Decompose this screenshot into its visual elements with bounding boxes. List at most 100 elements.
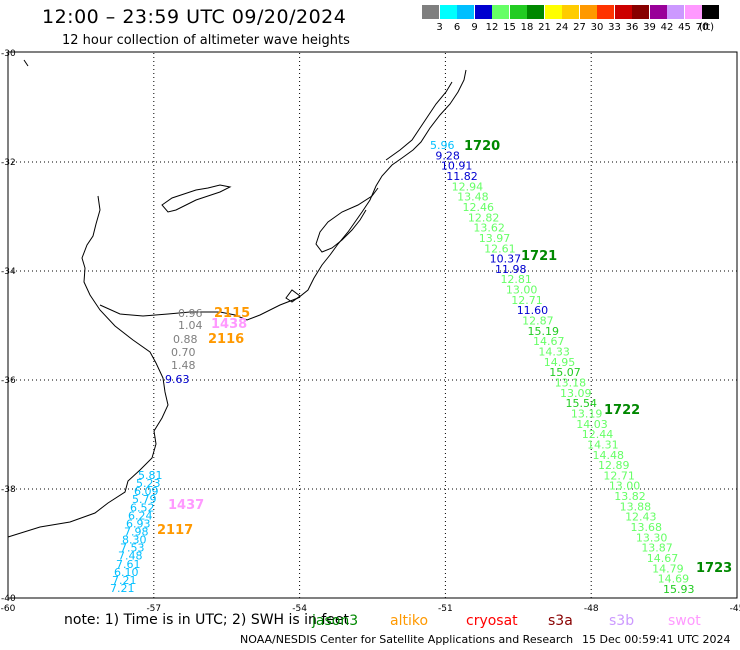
wave-height-value: 13.62 bbox=[473, 222, 505, 235]
wave-height-value: 10.37 bbox=[490, 253, 521, 266]
wave-height-value: 10.91 bbox=[441, 160, 473, 173]
map-subtitle: 12 hour collection of altimeter wave hei… bbox=[62, 33, 350, 48]
wave-height-value: 15.93 bbox=[663, 583, 695, 596]
wave-height-value: 11.60 bbox=[517, 304, 549, 317]
pass-time-label: 2115 bbox=[214, 306, 250, 321]
colorbar-label: 3 bbox=[436, 22, 443, 33]
colorbar-swatch bbox=[684, 5, 702, 19]
wave-height-value: 13.19 bbox=[571, 407, 603, 420]
wave-height-value: 7.53 bbox=[120, 542, 145, 555]
wave-height-value: 12.81 bbox=[500, 273, 532, 286]
lon-tick-label: -54 bbox=[292, 604, 307, 614]
wave-height-value: 15.19 bbox=[528, 325, 560, 338]
satellite-legend-s3a: s3a bbox=[548, 613, 573, 629]
wave-height-value: 13.00 bbox=[609, 480, 641, 493]
lat-tick-label: -40 bbox=[1, 594, 16, 604]
colorbar-swatch bbox=[702, 5, 719, 19]
lat-tick-label: -30 bbox=[1, 49, 16, 59]
colorbar-swatch bbox=[509, 5, 527, 19]
colorbar-label: 45 bbox=[678, 22, 691, 33]
wave-height-value: 5.96 bbox=[430, 139, 455, 152]
wave-height-value: 7.21 bbox=[110, 582, 135, 595]
footer-timestamp: 15 Dec 00:59:41 UTC 2024 bbox=[582, 633, 731, 646]
wave-height-value: 14.67 bbox=[647, 552, 679, 565]
satellite-legend-cryosat: cryosat bbox=[466, 613, 518, 629]
colorbar-label: 21 bbox=[538, 22, 551, 33]
colorbar-label: 12 bbox=[485, 22, 499, 33]
wave-height-value: 6.10 bbox=[114, 566, 139, 579]
wave-height-value: 9.63 bbox=[165, 373, 190, 386]
colorbar-swatch bbox=[544, 5, 562, 19]
wave-height-value: 13.97 bbox=[479, 232, 511, 245]
satellite-legend-s3b: s3b bbox=[609, 613, 635, 629]
map-frame bbox=[7, 51, 738, 599]
colorbar-swatch bbox=[649, 5, 667, 19]
colorbar-swatch bbox=[562, 5, 579, 19]
wave-height-value: 13.68 bbox=[630, 521, 662, 534]
satellite-legend-jason3: jason3 bbox=[312, 613, 359, 629]
wave-height-value: 15.07 bbox=[549, 366, 581, 379]
wave-height-value: 7.48 bbox=[118, 550, 143, 563]
pass-time-label: 1721 bbox=[521, 249, 557, 264]
wave-height-value: 7.98 bbox=[124, 526, 149, 539]
wave-height-value: 14.69 bbox=[658, 573, 690, 586]
wave-height-value: 12.44 bbox=[582, 428, 614, 441]
note-text: note: 1) Time is in UTC; 2) SWH is in fe… bbox=[64, 612, 350, 628]
wave-height-value: 12.82 bbox=[468, 211, 500, 224]
wave-height-value: 6.93 bbox=[126, 517, 151, 530]
wave-height-value: 13.82 bbox=[614, 490, 646, 503]
colorbar-label: 18 bbox=[520, 22, 534, 33]
lon-tick-label: -45 bbox=[730, 604, 740, 614]
wave-height-value: 5.79 bbox=[132, 493, 157, 506]
colorbar-swatch bbox=[597, 5, 614, 19]
wave-height-value: 13.48 bbox=[457, 191, 489, 204]
coastline bbox=[7, 59, 467, 538]
colorbar-label: 39 bbox=[643, 22, 656, 33]
wave-height-value: 7.61 bbox=[116, 558, 141, 571]
wave-height-value: 14.03 bbox=[576, 418, 608, 431]
wave-height-value: 12.46 bbox=[463, 201, 495, 214]
colorbar-label: 70 bbox=[695, 22, 709, 33]
latitude-labels: -30 -32 -34 -36 -38 -40 bbox=[1, 49, 16, 604]
map-title: 12:00 – 23:59 UTC 09/20/2024 bbox=[42, 6, 347, 28]
wave-height-value: 12.71 bbox=[603, 469, 635, 482]
colorbar-label: 42 bbox=[660, 22, 674, 33]
colorbar-swatch bbox=[667, 5, 684, 19]
wave-height-value: 11.98 bbox=[495, 263, 527, 276]
lat-tick-label: -34 bbox=[1, 267, 16, 277]
lat-tick-label: -38 bbox=[1, 485, 16, 495]
footer-credit: NOAA/NESDIS Center for Satellite Applica… bbox=[240, 633, 574, 646]
colorbar-swatch bbox=[457, 5, 474, 19]
colorbar-swatch bbox=[614, 5, 632, 19]
wave-height-value: 12.71 bbox=[511, 294, 542, 307]
pass-time-label: 1720 bbox=[464, 139, 500, 154]
wave-height-value: 0.96 bbox=[178, 307, 203, 320]
wave-height-value: 12.43 bbox=[625, 511, 657, 524]
wave-height-value: 5.23 bbox=[136, 477, 161, 490]
colorbar-label: 15 bbox=[503, 22, 516, 33]
satellite-legend-swot: swot bbox=[668, 613, 701, 629]
wave-height-value: 6.52 bbox=[130, 501, 155, 514]
colorbar-label: 27 bbox=[573, 22, 586, 33]
satellite-legend-altiko: altiko bbox=[390, 613, 429, 629]
wave-height-value: 8.30 bbox=[122, 534, 147, 547]
colorbar-swatch bbox=[632, 5, 649, 19]
wave-height-value: 15.54 bbox=[565, 397, 597, 410]
wave-height-value: 6.09 bbox=[134, 485, 159, 498]
colorbar-swatch bbox=[422, 5, 439, 19]
lat-tick-label: -36 bbox=[1, 376, 16, 386]
wave-height-value: 14.33 bbox=[538, 346, 570, 359]
wave-height-value: 13.88 bbox=[620, 500, 652, 513]
pass-time-label: 1437 bbox=[168, 498, 204, 513]
wave-height-value: 13.09 bbox=[560, 387, 592, 400]
colorbar-unit: (ft) bbox=[698, 22, 715, 33]
wave-height-value: 1.48 bbox=[171, 359, 196, 372]
wave-height-value: 12.61 bbox=[484, 242, 516, 255]
colorbar-label: 36 bbox=[625, 22, 639, 33]
colorbar-label: 30 bbox=[590, 22, 604, 33]
wave-height-value: 13.87 bbox=[641, 542, 673, 555]
colorbar-label: 33 bbox=[608, 22, 621, 33]
wave-height-value: 13.30 bbox=[636, 531, 668, 544]
